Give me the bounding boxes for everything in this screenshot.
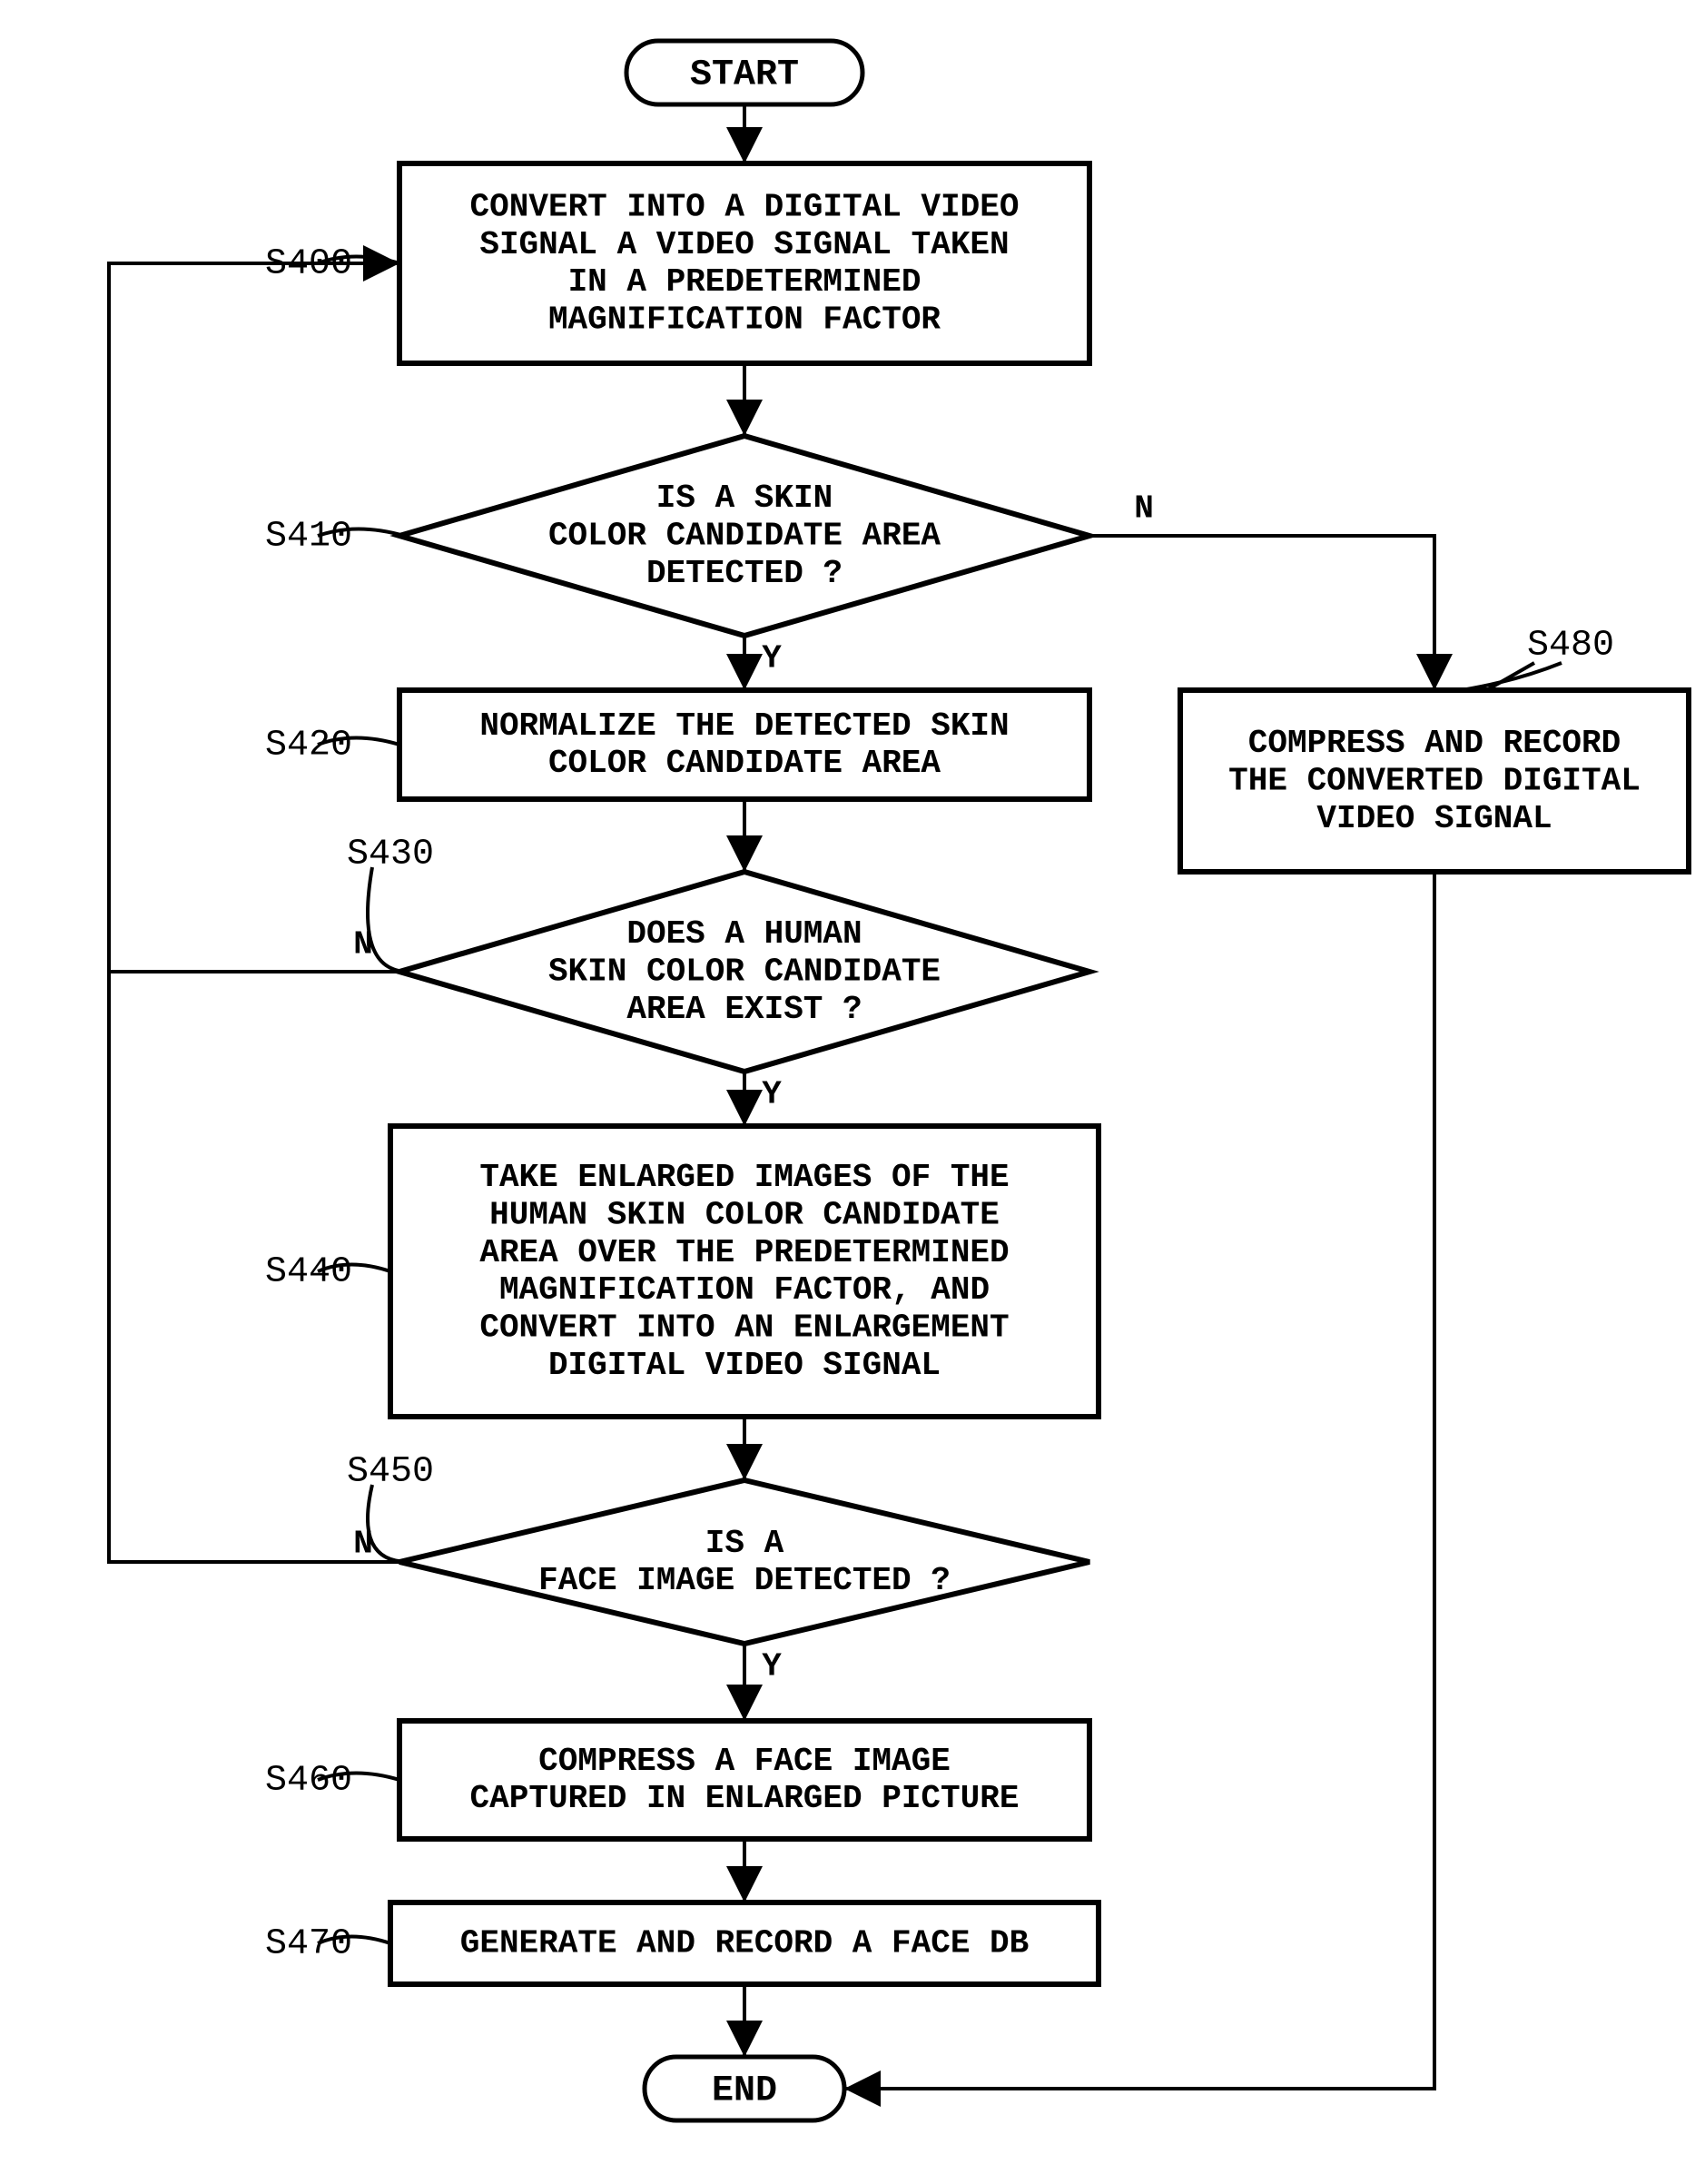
process-text-s400: IN A PREDETERMINED [568, 263, 921, 301]
step-label-s430: S430 [347, 835, 434, 875]
leader-s430 [368, 867, 409, 972]
process-text-s440: TAKE ENLARGED IMAGES OF THE [479, 1159, 1009, 1196]
step-label-s470: S470 [265, 1924, 352, 1965]
step-label-s480: S480 [1527, 626, 1614, 667]
edge-s450-loop [109, 263, 399, 1562]
decision-text-s450: FACE IMAGE DETECTED ? [538, 1562, 951, 1599]
process-text-s480: COMPRESS AND RECORD [1248, 725, 1621, 762]
step-label-s420: S420 [265, 726, 352, 766]
process-text-s440: MAGNIFICATION FACTOR, AND [499, 1271, 990, 1309]
step-label-s460: S460 [265, 1761, 352, 1802]
edge-label-n: N [1134, 490, 1154, 528]
decision-text-s410: IS A SKIN [656, 479, 833, 517]
process-text-s420: NORMALIZE THE DETECTED SKIN [479, 707, 1009, 745]
process-text-s480: THE CONVERTED DIGITAL [1228, 763, 1641, 800]
decision-text-s430: DOES A HUMAN [626, 915, 862, 953]
process-text-s480: VIDEO SIGNAL [1316, 800, 1552, 837]
step-label-s400: S400 [265, 244, 352, 285]
process-text-s400: MAGNIFICATION FACTOR [548, 301, 941, 339]
decision-text-s450: IS A [705, 1525, 784, 1562]
step-label-s440: S440 [265, 1252, 352, 1293]
decision-text-s430: SKIN COLOR CANDIDATE [548, 954, 941, 991]
step-label-s410: S410 [265, 517, 352, 558]
process-text-s470: GENERATE AND RECORD A FACE DB [460, 1925, 1030, 1962]
process-text-s420: COLOR CANDIDATE AREA [548, 745, 941, 782]
process-text-s460: COMPRESS A FACE IMAGE [538, 1743, 951, 1780]
process-text-s460: CAPTURED IN ENLARGED PICTURE [470, 1780, 1020, 1817]
process-text-s440: DIGITAL VIDEO SIGNAL [548, 1347, 941, 1384]
leader-s450 [368, 1485, 409, 1562]
process-text-s440: CONVERT INTO AN ENLARGEMENT [479, 1309, 1009, 1347]
edge-label-y: Y [762, 1076, 782, 1113]
decision-text-s430: AREA EXIST ? [626, 991, 862, 1028]
edge-label-y: Y [762, 640, 782, 677]
process-text-s440: AREA OVER THE PREDETERMINED [479, 1234, 1009, 1271]
terminal-text-end: END [712, 2071, 777, 2112]
process-text-s400: SIGNAL A VIDEO SIGNAL TAKEN [479, 226, 1009, 263]
edge-label-y: Y [762, 1648, 782, 1685]
process-text-s400: CONVERT INTO A DIGITAL VIDEO [470, 188, 1020, 225]
edge-s410-s480 [1089, 536, 1434, 690]
decision-text-s410: DETECTED ? [646, 555, 843, 592]
decision-text-s410: COLOR CANDIDATE AREA [548, 518, 941, 555]
flowchart-canvas: START CONVERT INTO A DIGITAL VIDEOSIGNAL … [0, 0, 1705, 2184]
terminal-text-start: START [690, 55, 799, 96]
process-text-s440: HUMAN SKIN COLOR CANDIDATE [489, 1196, 1000, 1233]
step-label-s450: S450 [347, 1452, 434, 1493]
